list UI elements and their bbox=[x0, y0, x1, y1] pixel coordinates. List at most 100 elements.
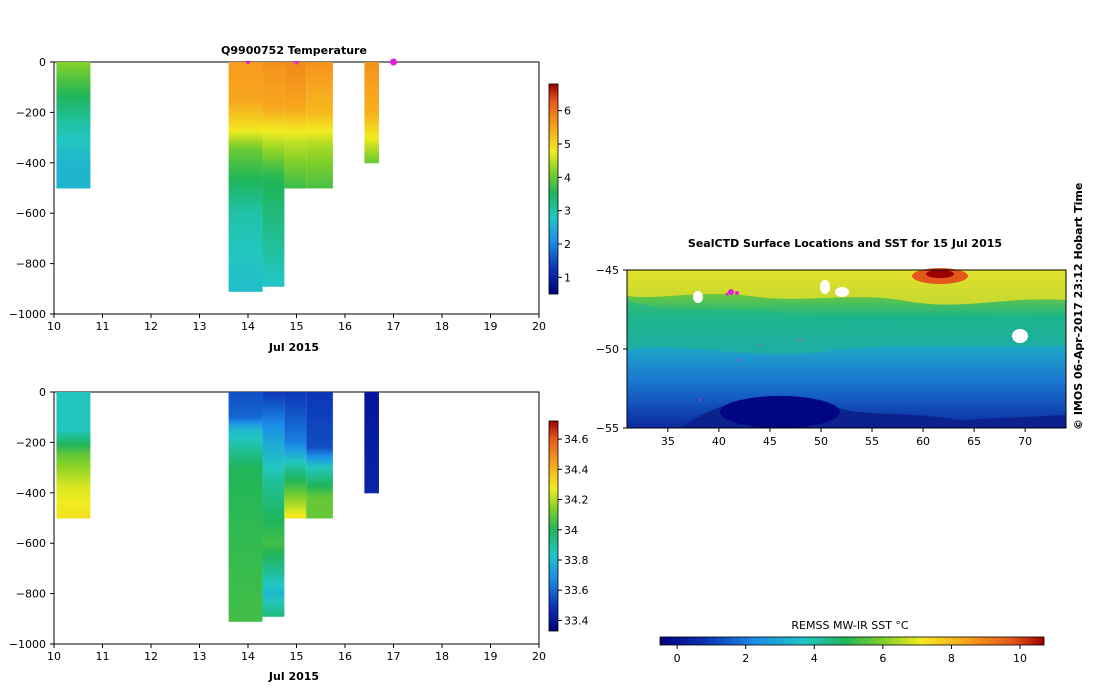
profile-cell bbox=[56, 490, 91, 494]
profile-cell bbox=[228, 412, 263, 416]
profile-cell bbox=[306, 67, 333, 71]
profile-cell bbox=[306, 419, 333, 423]
profile-cell bbox=[228, 266, 263, 270]
profile-cell bbox=[262, 596, 285, 600]
profile-cell bbox=[306, 472, 333, 476]
profile-cell bbox=[306, 162, 333, 166]
profile-cell bbox=[306, 97, 333, 101]
profile-cell bbox=[284, 79, 307, 83]
profile-cell bbox=[228, 528, 263, 532]
profile-cell bbox=[284, 170, 307, 174]
profile-column bbox=[228, 392, 263, 622]
profile-cell bbox=[56, 422, 91, 426]
profile-cell bbox=[306, 69, 333, 73]
profile-cell bbox=[306, 79, 333, 83]
profile-cell bbox=[364, 465, 379, 469]
profile-cell bbox=[284, 175, 307, 179]
profile-cell bbox=[284, 439, 307, 443]
profile-cell bbox=[284, 460, 307, 464]
profile-cell bbox=[228, 520, 263, 524]
profile-cell bbox=[284, 84, 307, 88]
profile-cell bbox=[56, 492, 91, 496]
y-tick-label: 0 bbox=[39, 56, 46, 69]
profile-cell bbox=[306, 452, 333, 456]
profile-cell bbox=[228, 444, 263, 448]
profile-cell bbox=[56, 480, 91, 484]
colorbar-tick-label: 5 bbox=[564, 138, 571, 151]
profile-cell bbox=[228, 568, 263, 572]
profile-cell bbox=[228, 167, 263, 171]
profile-cell bbox=[262, 248, 285, 252]
profile-cell bbox=[262, 394, 285, 398]
profile-cell bbox=[56, 137, 91, 141]
profile-cell bbox=[228, 429, 263, 433]
seal-location bbox=[739, 359, 741, 361]
profile-cell bbox=[228, 172, 263, 176]
profile-cell bbox=[262, 397, 285, 401]
profile-cell bbox=[228, 452, 263, 456]
x-tick-label: 13 bbox=[193, 650, 207, 663]
profile-cell bbox=[228, 198, 263, 202]
surface-marker bbox=[245, 61, 251, 65]
profile-cell bbox=[284, 87, 307, 91]
profile-cell bbox=[284, 490, 307, 494]
y-tick-label: −200 bbox=[16, 106, 46, 119]
profile-cell bbox=[228, 475, 263, 479]
profile-cell bbox=[306, 152, 333, 156]
profile-cell bbox=[228, 586, 263, 590]
profile-cell bbox=[364, 394, 379, 398]
profile-cell bbox=[228, 437, 263, 441]
profile-cell bbox=[56, 172, 91, 176]
profile-cell bbox=[228, 538, 263, 542]
profile-cell bbox=[306, 417, 333, 421]
profile-cell bbox=[262, 439, 285, 443]
profile-cell bbox=[364, 460, 379, 464]
profile-cell bbox=[364, 74, 379, 78]
profile-cell bbox=[228, 210, 263, 214]
profile-cell bbox=[364, 84, 379, 88]
seal-location bbox=[735, 291, 739, 295]
profile-cell bbox=[284, 155, 307, 159]
x-tick-label: 20 bbox=[532, 650, 546, 663]
profile-cell bbox=[306, 170, 333, 174]
profile-cell bbox=[228, 218, 263, 222]
temperature-panel: Q9900752 Temperature 10 11 12 13 14 15 16 17 18 1… bbox=[9, 44, 571, 354]
profile-cell bbox=[364, 89, 379, 93]
profile-cell bbox=[284, 414, 307, 418]
profile-cell bbox=[306, 172, 333, 176]
profile-cell bbox=[228, 205, 263, 209]
profile-cell bbox=[364, 130, 379, 134]
profile-cell bbox=[262, 404, 285, 408]
profile-column bbox=[306, 392, 333, 519]
profile-cell bbox=[56, 122, 91, 126]
profile-cell bbox=[228, 500, 263, 504]
temperature-y-axis: 0 −200 −400 −600 −800 −1000 bbox=[9, 56, 54, 321]
profile-cell bbox=[228, 119, 263, 123]
profile-cell bbox=[262, 578, 285, 582]
profile-cell bbox=[56, 77, 91, 81]
profile-cell bbox=[228, 477, 263, 481]
profile-cell bbox=[306, 64, 333, 68]
profile-cell bbox=[262, 142, 285, 146]
profile-cell bbox=[262, 245, 285, 249]
profile-cell bbox=[364, 449, 379, 453]
profile-cell bbox=[228, 175, 263, 179]
profile-cell bbox=[228, 535, 263, 539]
y-tick-label: −1000 bbox=[9, 308, 46, 321]
profile-cell bbox=[364, 424, 379, 428]
profile-cell bbox=[262, 447, 285, 451]
profile-cell bbox=[262, 407, 285, 411]
profile-cell bbox=[364, 117, 379, 121]
profile-cell bbox=[262, 180, 285, 184]
profile-cell bbox=[262, 122, 285, 126]
profile-cell bbox=[284, 117, 307, 121]
profile-cell bbox=[228, 145, 263, 149]
sst-colorbar-tick-label: 10 bbox=[1013, 652, 1027, 665]
seal-location bbox=[725, 292, 729, 296]
profile-cell bbox=[56, 177, 91, 181]
profile-cell bbox=[306, 155, 333, 159]
sst-colorbar-tick-label: 8 bbox=[948, 652, 955, 665]
profile-cell bbox=[284, 404, 307, 408]
profile-cell bbox=[228, 434, 263, 438]
